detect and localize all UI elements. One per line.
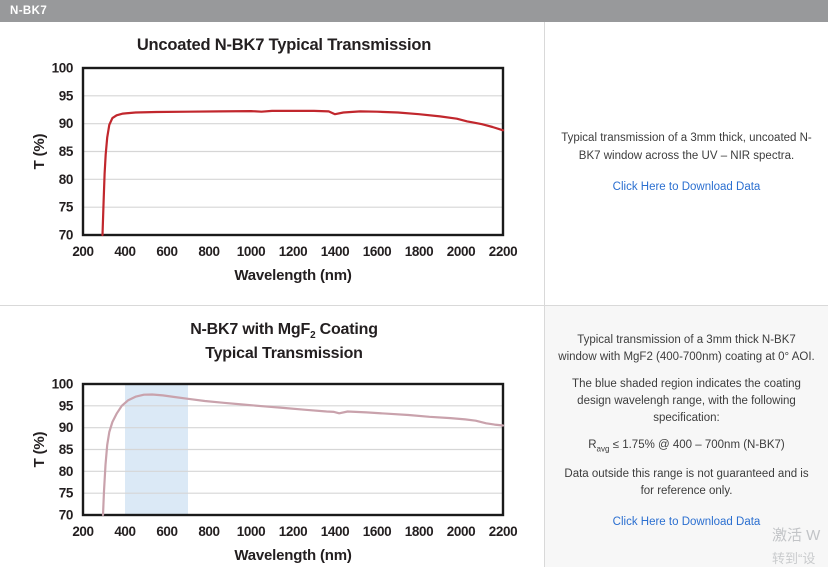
section-header: N-BK7 — [0, 0, 828, 22]
x-tick-label: 1600 — [363, 524, 391, 539]
y-tick-label: 75 — [59, 486, 74, 501]
uncoated-download-data-link[interactable]: Click Here to Download Data — [612, 181, 761, 194]
plot-border — [81, 66, 505, 237]
coated-description-panel: Typical transmission of a 3mm thick N-BK… — [544, 305, 828, 567]
y-tick-label: 80 — [59, 172, 73, 187]
coated-chart-title-line2: Typical Transmission — [205, 345, 363, 363]
uncoated-description-content: Typical transmission of a 3mm thick, unc… — [545, 22, 828, 305]
x-tick-label: 400 — [114, 524, 135, 539]
y-axis-label: T (%) — [31, 432, 48, 468]
reflectance-spec: Ravg ≤ 1.75% @ 400 – 700nm (N-BK7) — [588, 439, 785, 454]
coated-download-data-link[interactable]: Click Here to Download Data — [612, 515, 761, 528]
x-tick-label: 200 — [72, 524, 93, 539]
x-tick-label: 2000 — [447, 524, 475, 539]
coated-description-text: Typical transmission of a 3mm thick N-BK… — [558, 334, 815, 363]
uncoated-chart-panel: Uncoated N-BK7 Typical Transmission 70 75… — [0, 22, 544, 305]
x-tick-label: 600 — [156, 244, 177, 259]
x-tick-label: 2200 — [489, 244, 517, 259]
coated-transmission-chart: 70 75 80 85 90 95 100 200 400 600 800 1000 1200 1400 1… — [31, 377, 518, 564]
uncoated-description-text: Typical transmission of a 3mm thick, unc… — [561, 131, 812, 162]
x-tick-label: 2000 — [447, 244, 475, 259]
x-tick-label: 1200 — [279, 244, 307, 259]
coated-chart-title: N-BK7 with MgF2 Coating Typical Transmis… — [28, 306, 540, 363]
x-tick-label: 1000 — [237, 524, 265, 539]
y-tick-label: 85 — [59, 442, 74, 457]
y-tick-label: 95 — [59, 399, 74, 414]
x-tick-label: 200 — [72, 244, 93, 259]
y-tick-label: 75 — [59, 200, 74, 215]
x-tick-label: 2200 — [489, 524, 517, 539]
section-title: N-BK7 — [10, 5, 48, 17]
x-tick-label: 1200 — [279, 524, 307, 539]
y-tick-label: 80 — [59, 464, 73, 479]
uncoated-description-panel: Typical transmission of a 3mm thick, unc… — [544, 22, 828, 305]
y-axis-label: T (%) — [31, 133, 48, 169]
y-tick-label: 100 — [52, 377, 73, 392]
coated-chart-panel: N-BK7 with MgF2 Coating Typical Transmis… — [0, 305, 544, 567]
x-tick-label: 1800 — [405, 244, 433, 259]
x-tick-label: 1400 — [321, 524, 349, 539]
x-tick-label: 800 — [198, 524, 219, 539]
uncoated-transmission-chart: 70 75 80 85 90 95 100 200 400 600 800 1000 1200 1400 1… — [31, 61, 518, 285]
x-tick-label: 400 — [114, 244, 135, 259]
x-tick-label: 1600 — [363, 244, 391, 259]
content-grid: Uncoated N-BK7 Typical Transmission 70 75… — [0, 22, 828, 567]
x-tick-label: 1000 — [237, 244, 265, 259]
series-line — [101, 393, 505, 517]
coated-chart-title-line1: N-BK7 with MgF2 Coating — [190, 321, 378, 342]
coated-description-content: Typical transmission of a 3mm thick N-BK… — [545, 306, 828, 530]
x-tick-label: 1400 — [321, 244, 349, 259]
x-axis-label: Wavelength (nm) — [234, 267, 351, 284]
series-line — [101, 109, 505, 237]
shaded-region-note: The blue shaded region indicates the coa… — [572, 378, 801, 424]
y-tick-label: 70 — [59, 228, 73, 243]
coated-chart-block: N-BK7 with MgF2 Coating Typical Transmis… — [28, 306, 540, 563]
x-axis-label: Wavelength (nm) — [234, 547, 351, 563]
y-tick-label: 90 — [59, 420, 73, 435]
y-tick-label: 85 — [59, 144, 74, 159]
x-tick-label: 800 — [198, 244, 219, 259]
x-tick-label: 1800 — [405, 524, 433, 539]
y-tick-label: 90 — [59, 116, 73, 131]
y-tick-label: 95 — [59, 88, 74, 103]
x-tick-label: 600 — [156, 524, 177, 539]
reference-only-note: Data outside this range is not guarantee… — [564, 468, 809, 497]
uncoated-chart-title: Uncoated N-BK7 Typical Transmission — [136, 36, 432, 54]
plot-border — [81, 382, 505, 517]
y-tick-label: 100 — [52, 61, 73, 76]
y-tick-label: 70 — [59, 508, 73, 523]
uncoated-chart-block: Uncoated N-BK7 Typical Transmission 70 75… — [28, 22, 540, 295]
